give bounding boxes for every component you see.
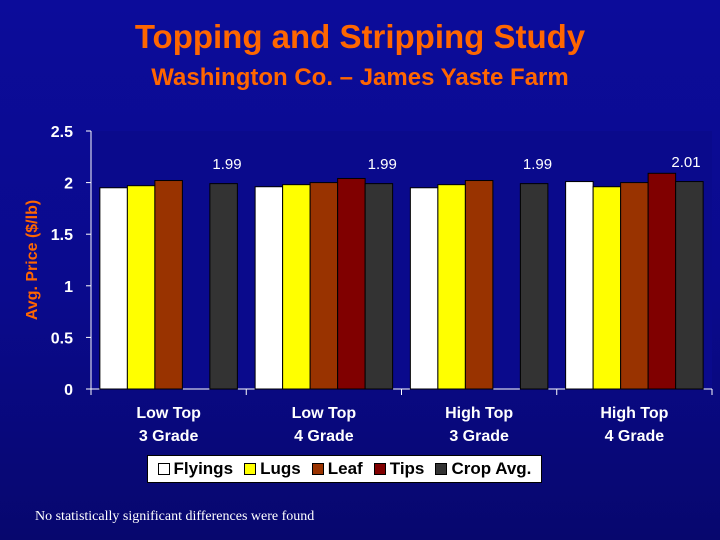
- bar-lugs: [126, 185, 156, 390]
- legend-item: Lugs: [244, 459, 301, 479]
- bar-tips: [337, 177, 366, 390]
- bar-leaf: [309, 182, 339, 390]
- data-label: 2.01: [671, 154, 700, 171]
- legend-swatch: [157, 463, 170, 475]
- y-tick-label: 1.5: [51, 227, 73, 244]
- bar-leaf: [620, 182, 649, 390]
- legend-item: Crop Avg.: [435, 459, 531, 479]
- data-label: 1.99: [212, 156, 241, 173]
- legend-swatch: [311, 463, 324, 475]
- y-tick-label: 2: [64, 176, 73, 193]
- legend-label: Tips: [389, 459, 425, 478]
- legend-label: Crop Avg.: [451, 459, 532, 478]
- chart-subtitle: Washington Co. – James Yaste Farm: [151, 64, 569, 91]
- bar-flyings: [565, 181, 594, 390]
- bar-crop-avg: [364, 183, 394, 390]
- bar-lugs: [592, 186, 622, 390]
- x-tick-label: Low Top: [136, 405, 201, 422]
- bar-tips: [647, 172, 677, 390]
- legend-swatch: [435, 463, 448, 475]
- legend-label: Leaf: [327, 459, 363, 478]
- bar-lugs: [282, 184, 311, 390]
- x-tick-label: 4 Grade: [294, 428, 354, 445]
- chart-title: Topping and Stripping Study: [134, 18, 586, 55]
- footnote: No statistically significant differences…: [35, 509, 315, 524]
- y-tick-label: 0: [64, 382, 73, 399]
- legend-swatch: [244, 463, 257, 475]
- bar-leaf: [464, 180, 494, 390]
- data-label: 1.99: [368, 156, 397, 173]
- bar-flyings: [409, 187, 439, 390]
- x-tick-label: 3 Grade: [449, 428, 509, 445]
- x-tick-label: High Top: [445, 405, 513, 422]
- legend-label: Flyings: [173, 459, 234, 478]
- x-tick-label: Low Top: [292, 405, 357, 422]
- chart-legend: Flyings Lugs Leaf Tips Crop Avg.: [147, 455, 542, 483]
- bar-crop-avg: [675, 181, 704, 390]
- legend-label: Lugs: [260, 459, 301, 478]
- legend-item: Tips: [373, 459, 425, 479]
- bar-flyings: [99, 187, 128, 390]
- x-tick-label: High Top: [600, 405, 668, 422]
- y-tick-label: 2.5: [51, 124, 73, 141]
- legend-item: Flyings: [157, 459, 234, 479]
- data-label: 1.99: [523, 156, 552, 173]
- bar-crop-avg: [519, 183, 549, 390]
- y-axis-label: Avg. Price ($/lb): [24, 200, 41, 320]
- y-tick-label: 0.5: [51, 330, 73, 347]
- bar-crop-avg: [209, 183, 238, 390]
- x-tick-label: 4 Grade: [605, 428, 665, 445]
- bar-leaf: [154, 180, 183, 390]
- bar-flyings: [254, 186, 284, 390]
- legend-swatch: [373, 463, 386, 475]
- bar-lugs: [437, 184, 466, 390]
- legend-item: Leaf: [311, 459, 363, 479]
- y-tick-label: 1: [64, 279, 73, 296]
- x-tick-label: 3 Grade: [139, 428, 199, 445]
